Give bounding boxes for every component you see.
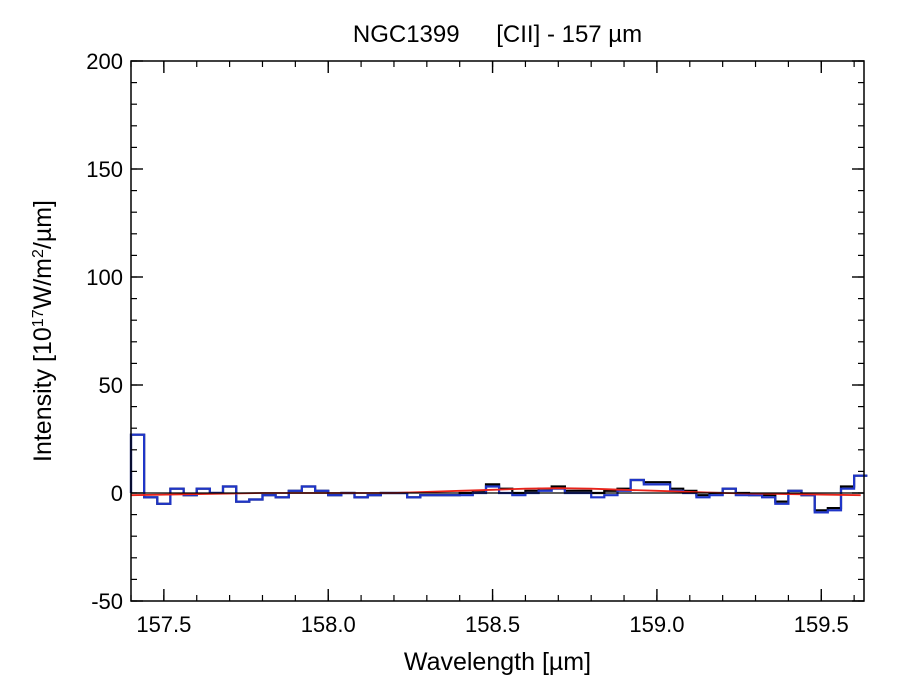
x-tick-label: 158.5 [465, 612, 520, 637]
x-tick-label: 159.0 [629, 612, 684, 637]
x-tick-label: 159.5 [794, 612, 849, 637]
y-axis-title-exponent-2: 2 [30, 249, 47, 258]
plot-frame [130, 60, 865, 602]
y-tick-label: 0 [111, 481, 123, 506]
y-tick-label: -50 [91, 589, 123, 614]
chart-title-object: NGC1399 [353, 21, 460, 48]
x-tick-label: 158.0 [301, 612, 356, 637]
x-axis-title: Wavelength [µm] [404, 648, 591, 676]
fit-line-2 [130, 487, 861, 497]
axes-layer: 157.5 158.0 158.5 159.0 159.5 -50 0 50 100 150 200 [86, 49, 865, 637]
series-line-1 [129, 433, 868, 514]
chart-title: NGC1399 [CII] - 157 µm [353, 21, 642, 48]
series-layer [129, 433, 868, 514]
y-axis-title: Intensity [1017W/m2/µm] [29, 200, 57, 462]
y-axis-title-mid: W/m [29, 258, 57, 309]
y-tick-label: 200 [86, 49, 123, 74]
x-tick-label: 157.5 [136, 612, 191, 637]
y-axis-title-prefix: Intensity [10 [29, 327, 57, 462]
y-axis-title-exponent: 17 [30, 309, 47, 327]
series-line-0 [129, 433, 868, 512]
y-tick-label: 150 [86, 157, 123, 182]
chart-title-line: [CII] - 157 µm [496, 21, 642, 48]
y-tick-label: 50 [99, 373, 123, 398]
y-axis-title-suffix: /µm] [29, 200, 57, 249]
y-tick-label: 100 [86, 265, 123, 290]
